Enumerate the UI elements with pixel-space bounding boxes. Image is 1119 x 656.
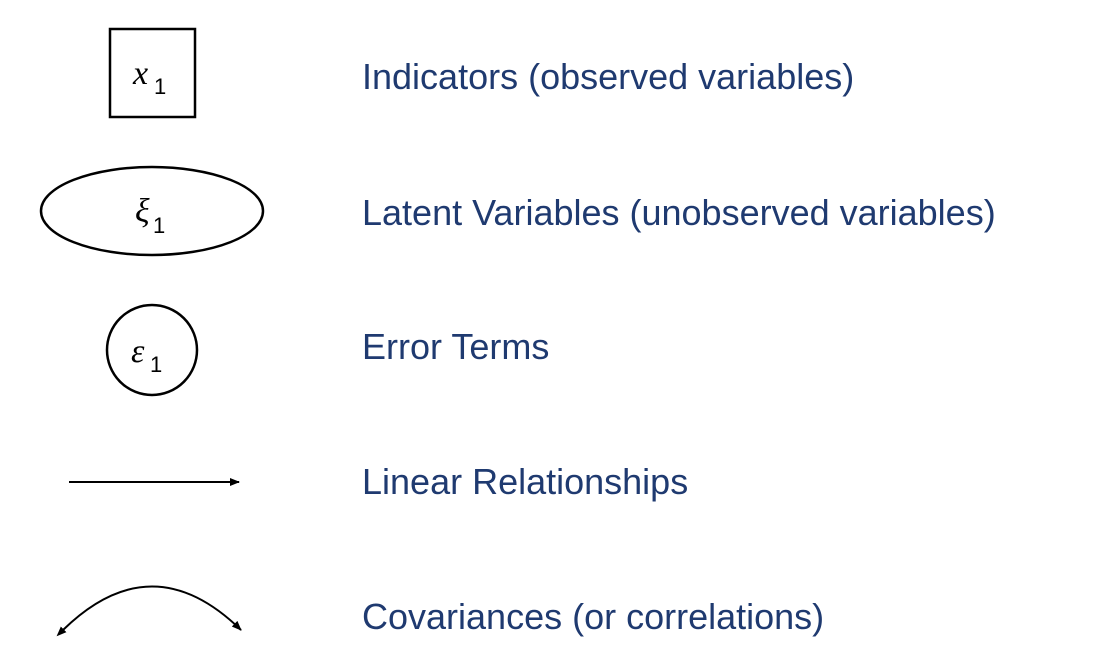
indicators-label: Indicators (observed variables) bbox=[362, 56, 855, 97]
error-symbol-sub: 1 bbox=[150, 352, 162, 377]
indicator-square-symbol: x 1 bbox=[108, 27, 197, 119]
error-circle-symbol: ε 1 bbox=[105, 303, 199, 397]
linear-relationships-label: Linear Relationships bbox=[362, 461, 689, 502]
latent-variables-label: Latent Variables (unobserved variables) bbox=[362, 192, 996, 233]
covariances-label: Covariances (or correlations) bbox=[362, 596, 825, 637]
latent-ellipse-symbol: ξ 1 bbox=[39, 165, 265, 257]
covariance-curved-arrow-symbol bbox=[56, 585, 242, 637]
error-symbol-main: ε bbox=[131, 333, 145, 370]
latent-symbol-sub: 1 bbox=[153, 213, 165, 238]
indicator-symbol-sub: 1 bbox=[154, 74, 166, 99]
legend-symbols: x 1 ξ 1 ε 1 bbox=[39, 27, 265, 637]
indicator-symbol-main: x bbox=[132, 55, 148, 92]
error-terms-label: Error Terms bbox=[362, 326, 550, 367]
latent-symbol-main: ξ bbox=[135, 193, 150, 230]
